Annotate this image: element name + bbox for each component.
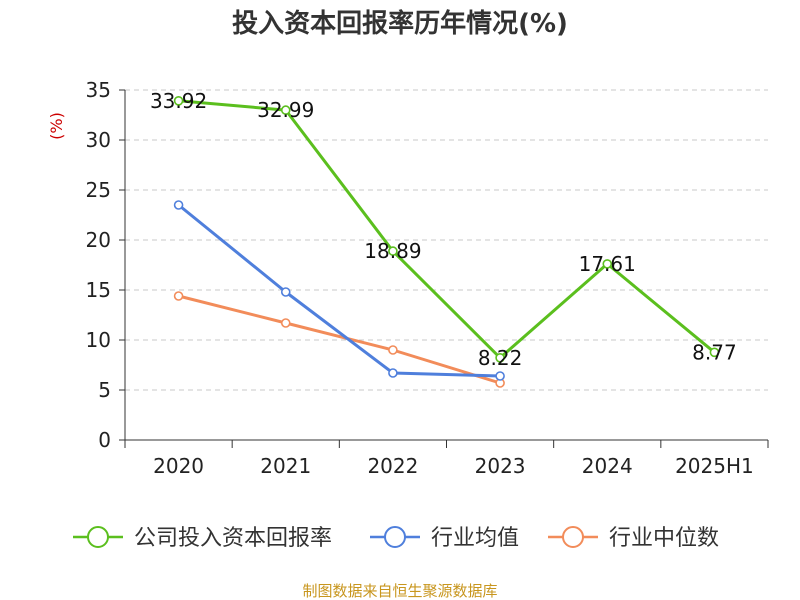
series-0-point-3 (495, 352, 505, 363)
y-tick-label-15: 15 (86, 278, 111, 302)
series-0-point-4 (602, 259, 613, 269)
series-layer (173, 96, 720, 388)
series-line-0 (178, 99, 716, 360)
y-tick-label-25: 25 (86, 178, 111, 202)
data-label-2: 18.89 (364, 239, 421, 263)
series-1-point-2 (388, 368, 398, 378)
series-2-point-2 (388, 345, 398, 355)
x-tick-label-2024: 2024 (582, 454, 633, 478)
y-tick-label-20: 20 (86, 228, 111, 252)
series-0-point-2 (388, 246, 398, 256)
grid-lines (125, 89, 768, 391)
legend-label-2: 行业中位数 (609, 526, 719, 551)
source-note: 制图数据来自恒生聚源数据库 (302, 582, 497, 600)
x-tick-label-2021: 2021 (260, 454, 311, 478)
series-1-point-1 (280, 287, 291, 297)
legend-label-0: 公司投入资本回报率 (134, 526, 332, 551)
data-label-1: 32.99 (257, 98, 314, 122)
y-tick-label-35: 35 (86, 78, 111, 102)
y-tick-label-10: 10 (86, 328, 111, 352)
y-tick-label-30: 30 (86, 128, 111, 152)
chart-title: 投入资本回报率历年情况(%) (232, 8, 568, 39)
series-1-point-0 (173, 200, 184, 210)
series-0-point-0 (173, 96, 184, 106)
y-tick-label-0: 0 (98, 428, 111, 452)
series-line-1 (177, 203, 501, 378)
data-labels: 33.92 32.99 18.89 8.22 17.61 8.77 (150, 89, 737, 370)
axes: 0 5 10 15 20 25 30 35 2020 2021 2022 2023 2024 2025H1 (86, 78, 769, 478)
x-tick-label-2020: 2020 (153, 454, 204, 478)
legend-marker-1 (384, 526, 406, 548)
series-line-2 (178, 294, 501, 385)
legend: 公司投入资本回报率 行业均值 行业中位数 (73, 526, 719, 551)
y-tick-label-5: 5 (98, 378, 111, 402)
y-axis-label: (%) (47, 112, 66, 140)
legend-marker-0 (87, 526, 109, 548)
data-label-4: 17.61 (579, 252, 636, 276)
legend-marker-2 (562, 526, 584, 548)
series-2-point-0 (173, 291, 184, 301)
x-tick-label-2022: 2022 (367, 454, 418, 478)
series-1-point-3 (495, 371, 505, 381)
data-label-5: 8.77 (692, 340, 737, 364)
legend-label-1: 行业均值 (431, 526, 519, 551)
data-label-3: 8.22 (478, 346, 523, 370)
series-0-point-5 (709, 347, 720, 358)
x-tick-label-2025H1: 2025H1 (675, 454, 754, 478)
series-0-point-1 (280, 105, 291, 115)
series-2-point-1 (280, 318, 291, 328)
data-label-0: 33.92 (150, 89, 207, 113)
x-tick-label-2023: 2023 (475, 454, 526, 478)
